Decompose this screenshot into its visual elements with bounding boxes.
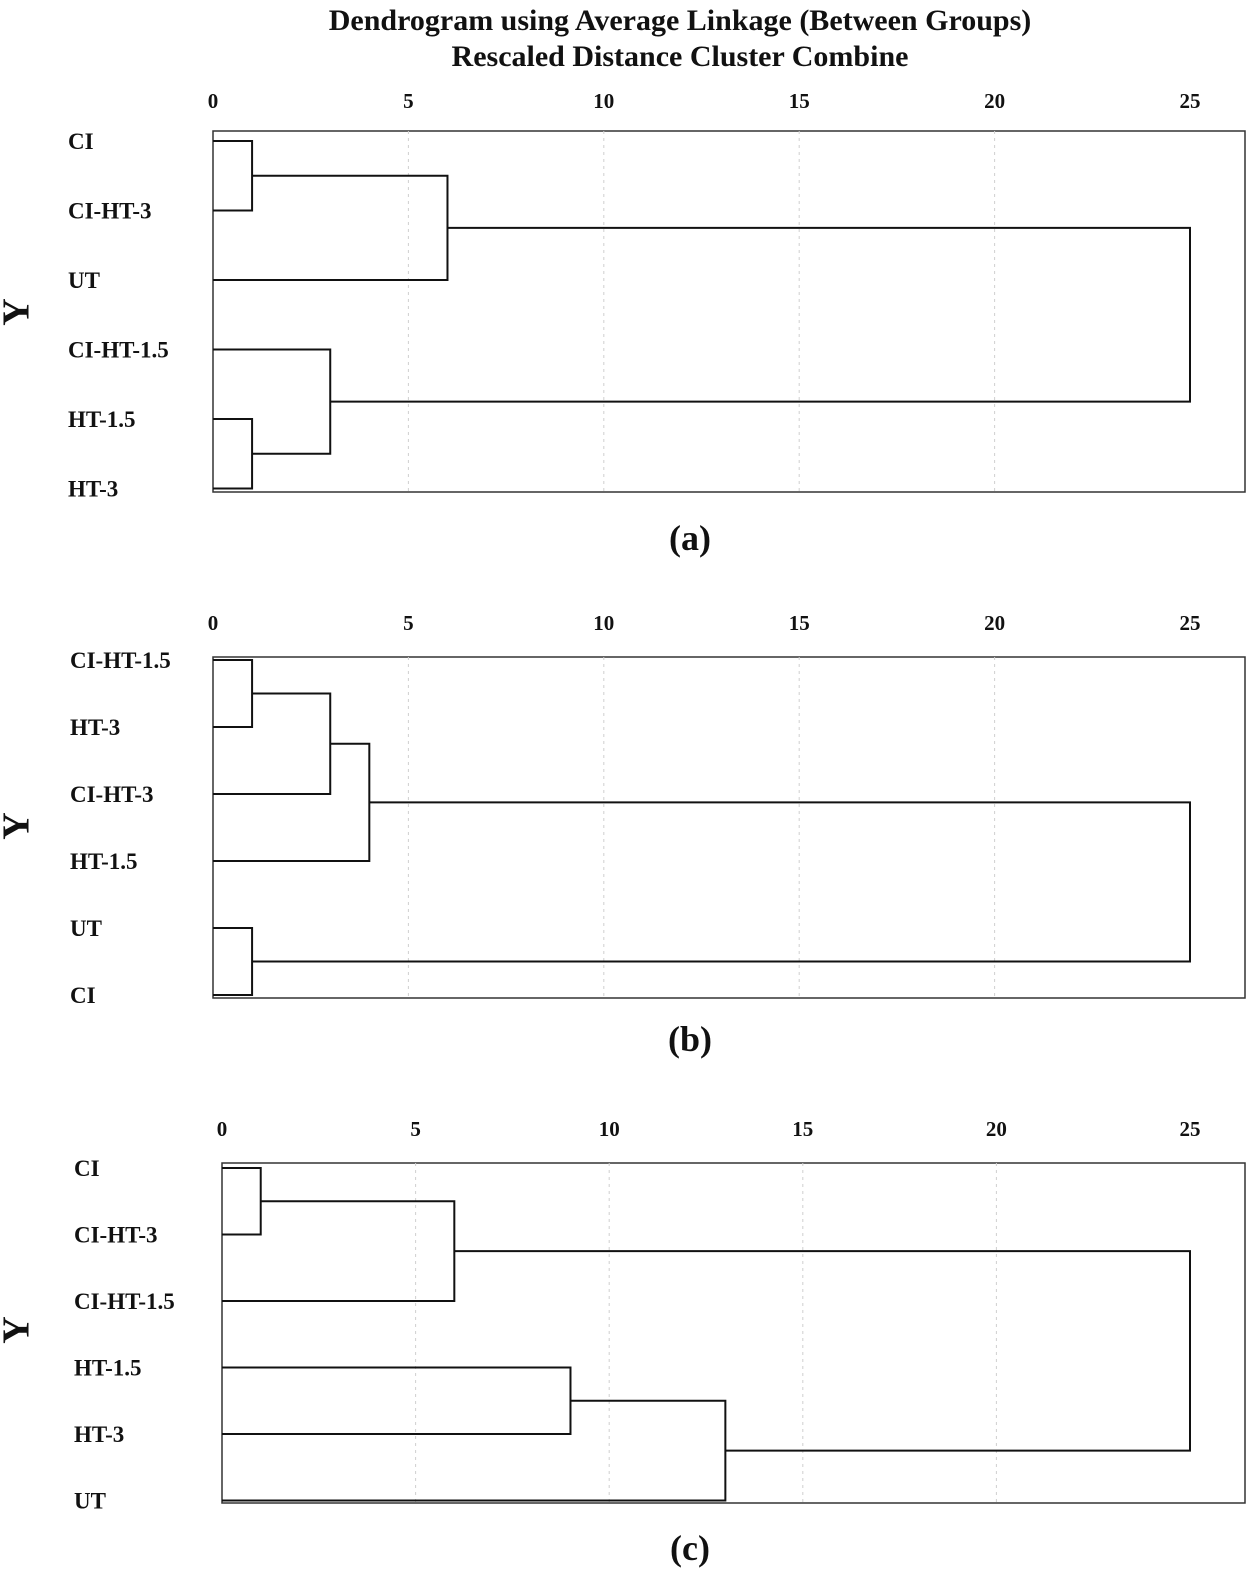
x-tick-label: 0 xyxy=(217,1117,228,1141)
dendrogram-link xyxy=(222,1399,727,1502)
leaf-label: CI-HT-1.5 xyxy=(70,648,171,673)
leaf-label: HT-1.5 xyxy=(74,1356,142,1381)
x-tick-label: 10 xyxy=(593,89,614,113)
dendrogram-link xyxy=(222,1167,262,1236)
dendrogram-svg-b: 0 5 10 15 20 25 CI-HT-1.5 HT-3 CI-HT-3 HT-1.5 UT CI… xyxy=(0,611,1246,1059)
chart-title: Dendrogram using Average Linkage (Betwee… xyxy=(328,4,1032,37)
leaf-label: CI-HT-3 xyxy=(68,199,152,224)
x-tick-label: 25 xyxy=(1180,611,1201,635)
x-tick-label: 15 xyxy=(789,611,810,635)
y-axis-label: Y xyxy=(0,298,38,325)
leaf-label: HT-3 xyxy=(68,477,118,502)
x-tick-label: 5 xyxy=(410,1117,421,1141)
plot-frame xyxy=(212,130,1246,493)
x-tick-label: 25 xyxy=(1180,1117,1201,1141)
x-tick-label: 5 xyxy=(403,611,414,635)
x-tick-label: 20 xyxy=(986,1117,1007,1141)
leaf-label: HT-3 xyxy=(70,715,120,740)
panel-label: (b) xyxy=(668,1019,712,1059)
dendrogram-link xyxy=(222,1200,456,1302)
x-tick-label: 20 xyxy=(984,611,1005,635)
leaf-label: CI-HT-3 xyxy=(74,1223,158,1248)
leaf-label: CI-HT-1.5 xyxy=(74,1289,175,1314)
leaf-label: CI-HT-1.5 xyxy=(68,338,169,363)
leaf-label: UT xyxy=(74,1489,106,1514)
x-tick-label: 10 xyxy=(593,611,614,635)
y-axis-label: Y xyxy=(0,812,38,839)
x-tick-label: 25 xyxy=(1180,89,1201,113)
dendrogram-panel-b: 0 5 10 15 20 25 CI-HT-1.5 HT-3 CI-HT-3 HT-1.5 UT CI… xyxy=(0,611,1246,1059)
x-tick-label: 15 xyxy=(789,89,810,113)
y-axis-label: Y xyxy=(0,1316,38,1343)
x-tick-label: 5 xyxy=(403,89,414,113)
dendrogram-link xyxy=(252,801,1191,963)
chart-subtitle: Rescaled Distance Cluster Combine xyxy=(451,40,909,73)
dendrogram-link xyxy=(222,1366,572,1435)
leaf-label: CI xyxy=(74,1156,100,1181)
plot-frame xyxy=(221,1162,1246,1504)
leaf-label: CI xyxy=(68,129,94,154)
leaf-label: UT xyxy=(68,268,100,293)
x-tick-label: 15 xyxy=(792,1117,813,1141)
panel-label: (a) xyxy=(669,518,711,558)
leaf-label: CI xyxy=(70,983,96,1008)
leaf-label: CI-HT-3 xyxy=(70,782,154,807)
dendrogram-link xyxy=(454,1250,1191,1452)
x-tick-label: 0 xyxy=(208,611,219,635)
dendrogram-panel-a: 0 5 10 15 20 25 CI CI-HT-3 UT CI-HT-1.5 HT-1.5 HT-3… xyxy=(0,0,1255,560)
leaf-label: UT xyxy=(70,916,102,941)
x-tick-label: 20 xyxy=(984,89,1005,113)
leaf-label: HT-3 xyxy=(74,1422,124,1447)
panel-label: (c) xyxy=(670,1528,710,1568)
dendrogram-link xyxy=(330,226,1191,403)
leaf-label: HT-1.5 xyxy=(70,849,138,874)
x-tick-label: 0 xyxy=(208,89,219,113)
dendrogram-svg-a: 0 5 10 15 20 25 CI CI-HT-3 UT CI-HT-1.5 HT-1.5 HT-3… xyxy=(0,89,1246,558)
x-tick-label: 10 xyxy=(599,1117,620,1141)
plot-frame xyxy=(212,656,1246,999)
leaf-label: HT-1.5 xyxy=(68,407,136,432)
